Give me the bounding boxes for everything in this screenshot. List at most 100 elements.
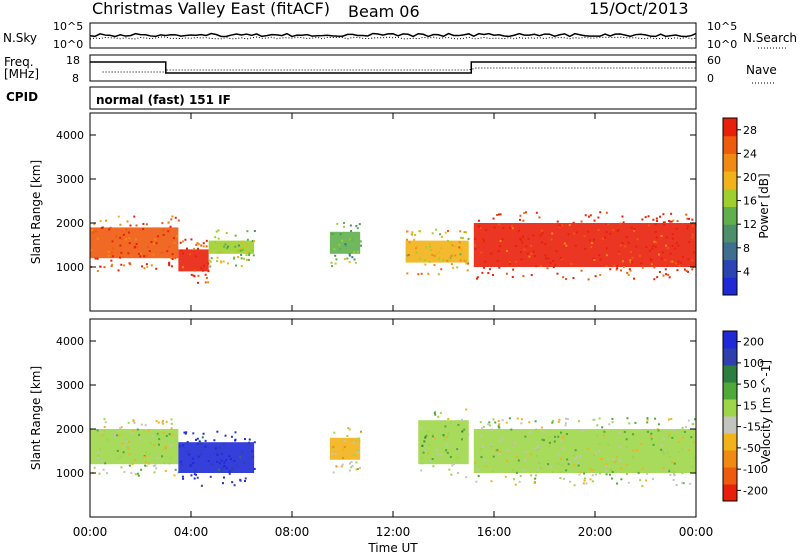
power-echo-speckle [348, 254, 351, 257]
velocity-echo-speckle [200, 453, 203, 456]
power-echo-speckle [593, 219, 596, 222]
velocity-echo-speckle [132, 429, 135, 432]
velocity-echo-speckle [657, 429, 660, 432]
power-echo-speckle [524, 211, 527, 214]
velocity-echo-speckle [450, 473, 453, 476]
power-echo-speckle [251, 240, 254, 243]
velocity-echo-speckle [216, 453, 219, 456]
power-echo-speckle [645, 245, 648, 248]
velocity-echo-speckle [122, 451, 125, 454]
velocity-echo-speckle [170, 422, 173, 425]
velocity-echo-speckle [243, 480, 246, 483]
velocity-echo-speckle [356, 467, 359, 470]
power-echo-speckle [334, 254, 337, 257]
velocity-echo-speckle [116, 457, 119, 460]
power-echo-speckle [167, 221, 170, 224]
power-echo-speckle [410, 233, 413, 236]
velocity-echo-speckle [681, 481, 684, 484]
power-echo-speckle [160, 251, 163, 254]
power-echo-speckle [339, 233, 342, 236]
power-echo-speckle [597, 229, 600, 232]
power-echo-speckle [252, 254, 255, 257]
velocity-echo-speckle [352, 441, 355, 444]
velocity-echo-speckle [188, 453, 191, 456]
power-echo-speckle [683, 268, 686, 271]
power-echo-speckle [139, 252, 142, 255]
velocity-echo-speckle [116, 449, 119, 452]
velocity-echo-speckle [625, 438, 628, 441]
power-echo-speckle [127, 231, 130, 234]
power-echo-speckle [450, 254, 453, 257]
velocity-echo-speckle [565, 469, 568, 472]
power-echo-speckle [520, 258, 523, 261]
velocity-echo-speckle [138, 433, 141, 436]
power-echo-speckle [532, 234, 535, 237]
velocity-echo-speckle [672, 478, 675, 481]
velocity-echo-speckle [196, 476, 199, 479]
power-echo-speckle [590, 246, 593, 249]
velocity-echo-speckle [537, 468, 540, 471]
velocity-echo-speckle [611, 421, 614, 424]
power-echo-speckle [496, 214, 499, 217]
velocity-echo-speckle [174, 468, 177, 471]
power-echo-speckle [508, 261, 511, 264]
freq-tick-bottom: 8 [72, 72, 79, 85]
velocity-echo-speckle [140, 468, 143, 471]
velocity-echo-speckle [156, 456, 159, 459]
velocity-echo-speckle [661, 451, 664, 454]
velocity-echo-speckle [541, 438, 544, 441]
velocity-echo-speckle [687, 419, 690, 422]
velocity-echo-speckle [115, 434, 118, 437]
velocity-echo-speckle [548, 435, 551, 438]
velocity-echo-speckle [579, 455, 582, 458]
power-echo-speckle [583, 235, 586, 238]
velocity-echo-speckle [488, 421, 491, 424]
power-echo-speckle [686, 217, 689, 220]
power-echo-speckle [117, 269, 120, 272]
power-echo-speckle [662, 213, 665, 216]
power-echo-speckle [207, 281, 210, 284]
power-echo-speckle [629, 251, 632, 254]
beam-label: Beam 06 [348, 2, 420, 21]
velocity-echo-speckle [504, 475, 507, 478]
power-echo-speckle [358, 223, 361, 226]
power-echo-speckle [626, 271, 629, 274]
power-echo-speckle [598, 254, 601, 257]
velocity-echo-speckle [608, 423, 611, 426]
power-echo-speckle [168, 246, 171, 249]
velocity-echo-speckle [626, 472, 629, 475]
power-echo-speckle [355, 224, 358, 227]
power-echo-speckle [220, 261, 223, 264]
power-echo-speckle [647, 224, 650, 227]
power-colorbar-tick-label: 4 [743, 265, 750, 278]
power-echo-speckle [406, 238, 409, 241]
velocity-echo-speckle [103, 430, 106, 433]
power-echo-speckle [433, 264, 436, 267]
power-echo-speckle [570, 262, 573, 265]
power-echo-speckle [100, 226, 103, 229]
velocity-echo-speckle [193, 473, 196, 476]
velocity-echo-speckle [449, 456, 452, 459]
velocity-echo-speckle [487, 423, 490, 426]
velocity-echo-speckle [165, 434, 168, 437]
power-echo-speckle [454, 254, 457, 257]
power-y-tick-label: 1000 [56, 261, 84, 274]
power-echo-speckle [227, 245, 230, 248]
velocity-echo-speckle [632, 433, 635, 436]
power-echo-speckle [108, 228, 111, 231]
velocity-echo-speckle [333, 431, 336, 434]
velocity-echo-speckle [639, 479, 642, 482]
power-echo-speckle [497, 213, 500, 216]
power-echo-speckle [629, 261, 632, 264]
power-echo-speckle [189, 253, 192, 256]
velocity-echo-speckle [511, 469, 514, 472]
power-echo-speckle [442, 259, 445, 262]
noise-sky-trace [89, 32, 697, 38]
power-echo-speckle [431, 253, 434, 256]
power-echo-speckle [110, 259, 113, 262]
velocity-echo-speckle [505, 421, 508, 424]
velocity-echo-speckle [127, 447, 130, 450]
power-echo-speckle [217, 251, 220, 254]
velocity-echo-speckle [646, 472, 649, 475]
time-tick-label: 00:00 [679, 525, 714, 539]
